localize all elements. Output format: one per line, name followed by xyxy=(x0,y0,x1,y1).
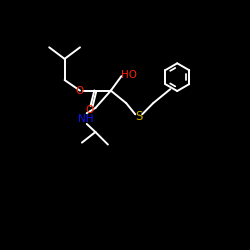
Text: S: S xyxy=(135,110,142,123)
Text: O: O xyxy=(85,104,93,115)
Text: HO: HO xyxy=(122,70,138,80)
Text: O: O xyxy=(76,86,84,96)
Text: NH: NH xyxy=(78,114,94,124)
